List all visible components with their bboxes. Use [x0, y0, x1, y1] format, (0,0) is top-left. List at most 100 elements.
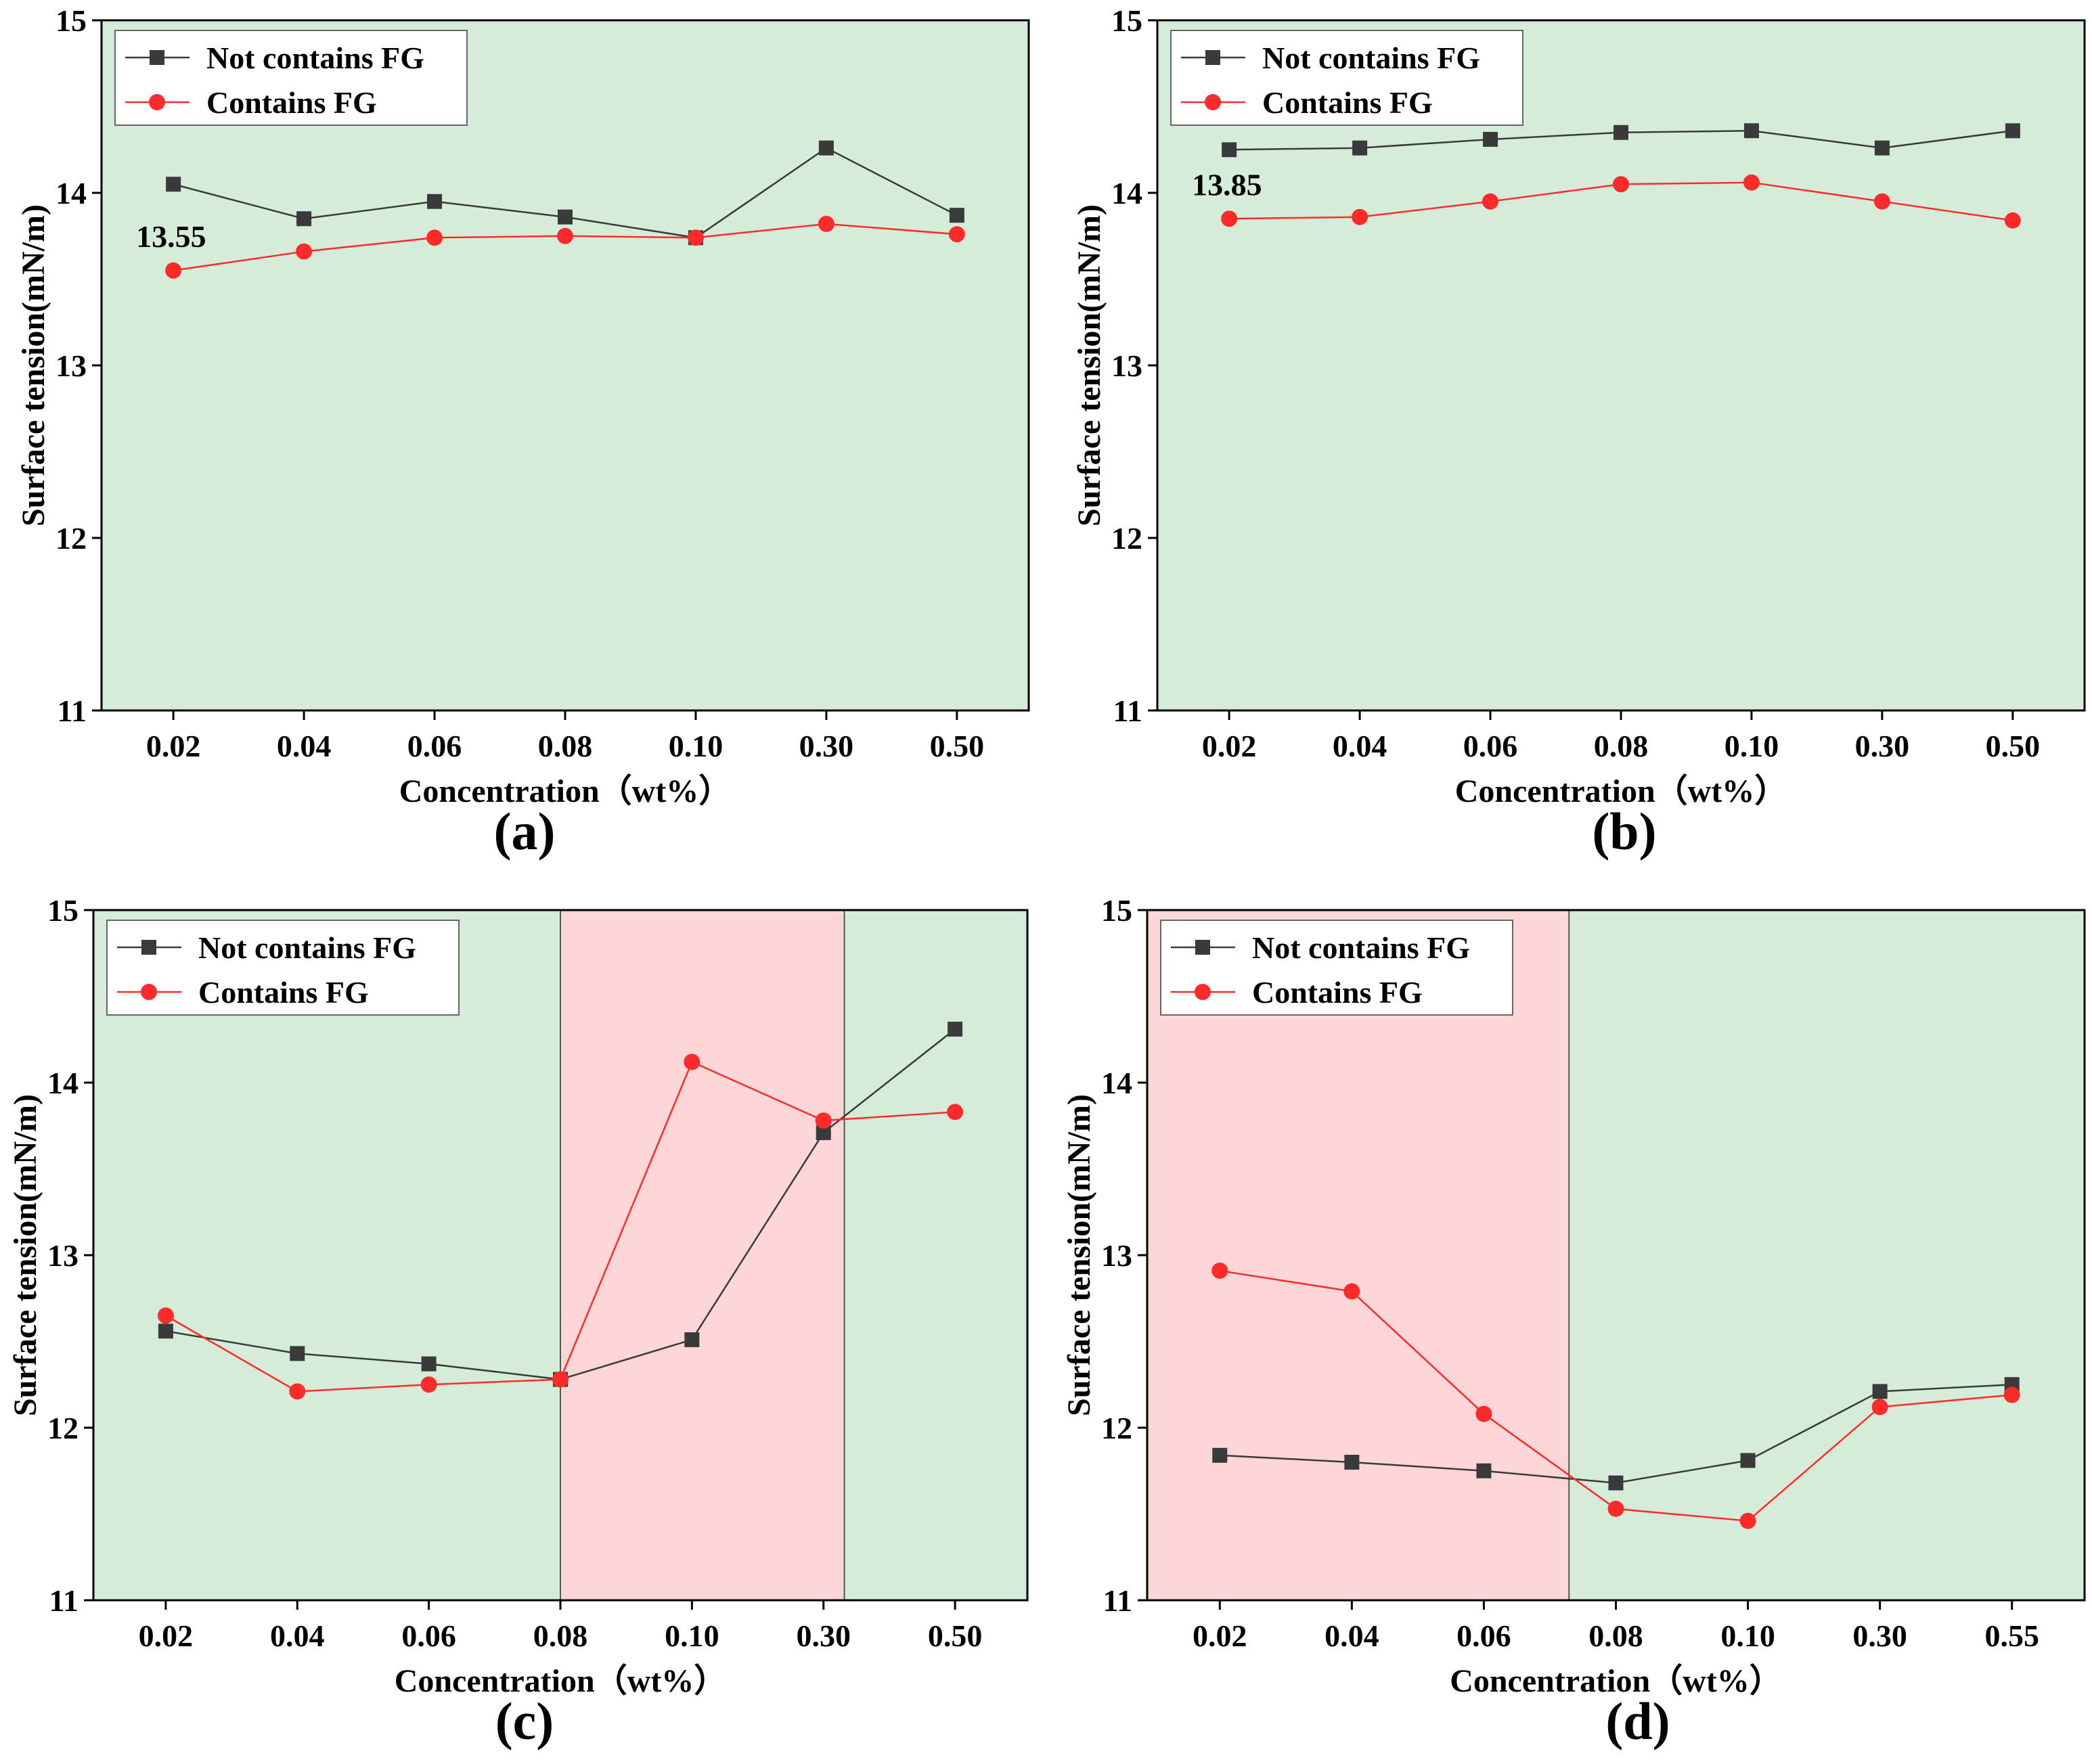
data-point-circle	[684, 1054, 700, 1070]
data-point-circle	[2004, 212, 2021, 229]
legend-marker-circle	[149, 94, 165, 110]
x-tick-label: 0.10	[665, 1619, 719, 1653]
x-tick-label: 0.08	[1594, 729, 1649, 763]
data-point-square	[684, 1332, 700, 1347]
y-tick-label: 11	[49, 1583, 79, 1618]
data-point-square	[1476, 1463, 1492, 1478]
data-point-circle	[1211, 1262, 1228, 1279]
x-axis-title: Concentration（wt%）	[395, 1663, 727, 1699]
legend-box	[1160, 920, 1513, 1016]
data-point-circle	[687, 229, 704, 246]
data-point-circle	[2003, 1386, 2020, 1403]
y-tick-label: 12	[1101, 1411, 1132, 1445]
data-point-circle	[1221, 210, 1238, 227]
legend-label: Not contains FG	[1252, 930, 1470, 965]
data-point-circle	[947, 1104, 964, 1121]
y-tick-label: 14	[1111, 176, 1142, 210]
legend-label: Contains FG	[198, 975, 369, 1010]
region-red	[560, 910, 845, 1600]
x-tick-label: 0.06	[401, 1619, 456, 1653]
y-tick-label: 15	[47, 893, 79, 928]
region-green	[102, 20, 1029, 710]
data-point-square	[427, 194, 443, 209]
data-point-circle	[426, 229, 443, 246]
data-point-square	[290, 1346, 305, 1361]
data-point-square	[421, 1356, 437, 1372]
y-tick-label: 11	[1103, 1583, 1132, 1618]
legend-box	[1170, 30, 1523, 126]
x-tick-label: 0.06	[407, 729, 462, 763]
x-tick-label: 0.50	[1986, 729, 2041, 763]
panel-caption: (a)	[494, 802, 556, 861]
chart-panel-0: 11 12 13 14 15 0.02 0.04 0.06 0.08 0.10 0.30 0.50 Co…	[16, 3, 1030, 861]
legend-marker-circle	[1205, 94, 1221, 110]
x-tick-label: 0.50	[930, 729, 985, 763]
y-tick-label: 13	[1111, 348, 1142, 383]
x-axis-title: Concentration（wt%）	[399, 773, 732, 809]
x-tick-label: 0.08	[533, 1619, 588, 1653]
y-axis-title: Surface tension(mN/m)	[1061, 1094, 1097, 1416]
legend-marker-circle	[141, 984, 157, 1000]
data-point-circle	[552, 1371, 569, 1388]
data-point-circle	[1343, 1283, 1360, 1300]
x-tick-label: 0.30	[1855, 729, 1910, 763]
x-tick-label: 0.04	[1325, 1619, 1379, 1653]
chart-panel-1: 11 12 13 14 15 0.02 0.04 0.06 0.08 0.10 0.30 0.50 Co…	[1071, 3, 2086, 861]
x-tick-label: 0.06	[1456, 1619, 1511, 1653]
x-tick-label: 0.30	[1852, 1619, 1907, 1653]
data-point-square	[949, 208, 964, 223]
data-point-circle	[165, 262, 182, 279]
legend-label: Not contains FG	[206, 41, 424, 75]
x-tick-label: 0.55	[1984, 1619, 2039, 1653]
data-point-square	[1743, 123, 1759, 139]
legend-marker-square	[150, 50, 164, 65]
legend-marker-square	[1195, 940, 1210, 955]
y-tick-label: 14	[1101, 1066, 1132, 1100]
y-tick-label: 13	[47, 1238, 79, 1273]
x-tick-label: 0.06	[1463, 729, 1518, 763]
data-point-square	[1483, 131, 1498, 147]
data-point-square	[1613, 125, 1628, 140]
x-tick-label: 0.30	[799, 729, 854, 763]
y-axis-title: Surface tension(mN/m)	[7, 1094, 43, 1416]
x-tick-label: 0.10	[1720, 1619, 1775, 1653]
data-point-square	[296, 211, 312, 227]
data-point-circle	[1482, 193, 1499, 210]
data-point-circle	[818, 215, 834, 232]
data-point-square	[816, 1125, 831, 1140]
data-point-circle	[1873, 193, 1890, 210]
x-axis-title: Concentration（wt%）	[1450, 1663, 1782, 1699]
data-point-circle	[1613, 176, 1629, 193]
data-point-circle	[1352, 208, 1368, 225]
y-tick-label: 14	[47, 1066, 79, 1100]
legend-box	[106, 920, 460, 1016]
x-tick-label: 0.04	[1333, 729, 1387, 763]
x-tick-label: 0.02	[146, 729, 201, 763]
data-point-square	[158, 1324, 173, 1339]
legend-label: Contains FG	[206, 85, 377, 120]
legend-label: Contains FG	[1252, 975, 1423, 1010]
data-point-square	[1874, 140, 1890, 156]
legend-marker-square	[141, 940, 156, 955]
data-point-circle	[1743, 174, 1760, 191]
x-tick-label: 0.08	[1588, 1619, 1643, 1653]
data-point-circle	[557, 227, 573, 244]
y-axis-title: Surface tension(mN/m)	[16, 204, 51, 526]
data-point-circle	[1871, 1399, 1888, 1416]
x-tick-label: 0.10	[669, 729, 724, 763]
y-tick-label: 13	[55, 348, 87, 383]
data-point-square	[558, 209, 573, 225]
data-point-square	[166, 177, 181, 192]
panel-caption: (b)	[1592, 802, 1656, 861]
x-tick-label: 0.50	[928, 1619, 983, 1653]
y-axis-title: Surface tension(mN/m)	[1071, 204, 1107, 526]
x-axis-title: Concentration（wt%）	[1455, 773, 1787, 809]
data-point-circle	[1739, 1512, 1756, 1529]
region-green	[844, 910, 1027, 1600]
x-tick-label: 0.04	[270, 1619, 325, 1653]
data-point-circle	[1475, 1405, 1492, 1422]
y-tick-label: 11	[58, 694, 87, 728]
data-point-square	[1872, 1384, 1888, 1399]
data-point-square	[1740, 1453, 1756, 1468]
